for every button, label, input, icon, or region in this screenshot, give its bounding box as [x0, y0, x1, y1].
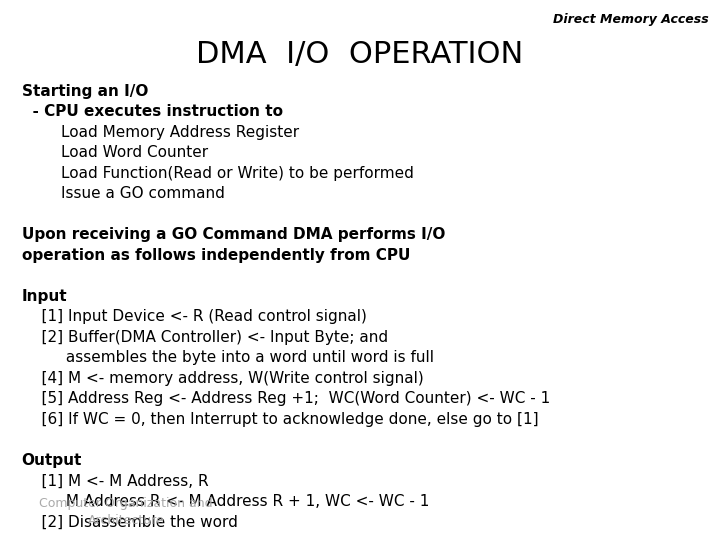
Text: operation as follows independently from CPU: operation as follows independently from … [22, 248, 410, 263]
Text: Issue a GO command: Issue a GO command [22, 186, 225, 201]
Text: Upon receiving a GO Command DMA performs I/O: Upon receiving a GO Command DMA performs… [22, 227, 445, 242]
Text: Output: Output [22, 453, 82, 468]
Text: Load Function(Read or Write) to be performed: Load Function(Read or Write) to be perfo… [22, 166, 413, 181]
Text: Direct Memory Access: Direct Memory Access [554, 14, 709, 26]
Text: assembles the byte into a word until word is full: assembles the byte into a word until wor… [22, 350, 433, 366]
Text: [2] Buffer(DMA Controller) <- Input Byte; and: [2] Buffer(DMA Controller) <- Input Byte… [22, 330, 388, 345]
Text: - CPU executes instruction to: - CPU executes instruction to [22, 104, 283, 119]
Text: [1] Input Device <- R (Read control signal): [1] Input Device <- R (Read control sign… [22, 309, 366, 325]
Text: [5] Address Reg <- Address Reg +1;  WC(Word Counter) <- WC - 1: [5] Address Reg <- Address Reg +1; WC(Wo… [22, 392, 550, 407]
Text: Architecture: Architecture [88, 514, 164, 526]
Text: M Address R <- M Address R + 1, WC <- WC - 1: M Address R <- M Address R + 1, WC <- WC… [22, 494, 429, 509]
Text: Load Word Counter: Load Word Counter [22, 145, 208, 160]
Text: [1] M <- M Address, R: [1] M <- M Address, R [22, 474, 208, 489]
Text: Starting an I/O: Starting an I/O [22, 84, 148, 99]
Text: Computer Organization and: Computer Organization and [39, 497, 213, 510]
Text: DMA  I/O  OPERATION: DMA I/O OPERATION [197, 40, 523, 70]
Text: [6] If WC = 0, then Interrupt to acknowledge done, else go to [1]: [6] If WC = 0, then Interrupt to acknowl… [22, 412, 539, 427]
Text: [4] M <- memory address, W(Write control signal): [4] M <- memory address, W(Write control… [22, 371, 423, 386]
Text: Load Memory Address Register: Load Memory Address Register [22, 125, 299, 140]
Text: Input: Input [22, 289, 67, 304]
Text: [2] Disassemble the word: [2] Disassemble the word [22, 515, 238, 530]
